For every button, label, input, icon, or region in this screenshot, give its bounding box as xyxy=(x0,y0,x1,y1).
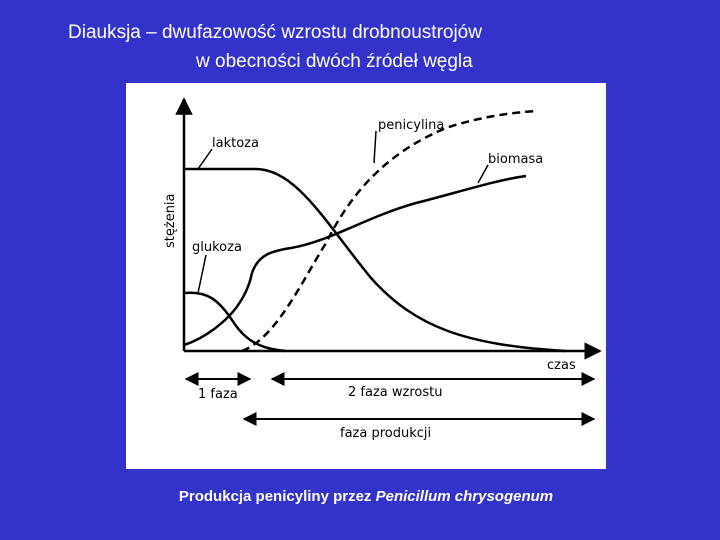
caption-species: Penicillum chrysogenum xyxy=(375,488,554,505)
biomasa-label: biomasa xyxy=(488,152,543,167)
production-label: faza produkcji xyxy=(340,426,431,441)
laktoza-curve xyxy=(184,167,567,353)
title-line-1: Diauksja – dwufazowość wzrostu drobnoust… xyxy=(68,22,482,43)
glukoza-label: glukoza xyxy=(192,240,242,255)
penicylina-label: penicylina xyxy=(378,118,444,133)
glukoza-curve xyxy=(183,291,287,353)
biomasa-leader xyxy=(477,164,489,184)
y-axis-label: stężenia xyxy=(163,193,178,248)
laktoza-label: laktoza xyxy=(212,136,259,151)
x-axis-label: czas xyxy=(547,358,576,373)
title-line-2: w obecności dwóch źródeł węgla xyxy=(196,51,473,72)
penicylina-curve xyxy=(241,109,537,353)
slide-caption: Produkcja penicyliny przez Penicillum ch… xyxy=(126,488,606,505)
glukoza-leader xyxy=(197,254,207,294)
biomasa-curve xyxy=(250,174,527,274)
diagram-svg: stężenia czas laktoza glukoza biomasa pe… xyxy=(163,97,602,441)
caption-text: Produkcja penicyliny przez xyxy=(178,488,376,505)
laktoza-leader xyxy=(197,148,213,170)
early-growth-curve xyxy=(183,272,254,347)
diauxie-diagram: stężenia czas laktoza glukoza biomasa pe… xyxy=(126,83,606,469)
phase1-label: 1 faza xyxy=(198,387,238,402)
phase2-label: 2 faza wzrostu xyxy=(348,385,442,400)
penicylina-leader xyxy=(373,130,377,164)
